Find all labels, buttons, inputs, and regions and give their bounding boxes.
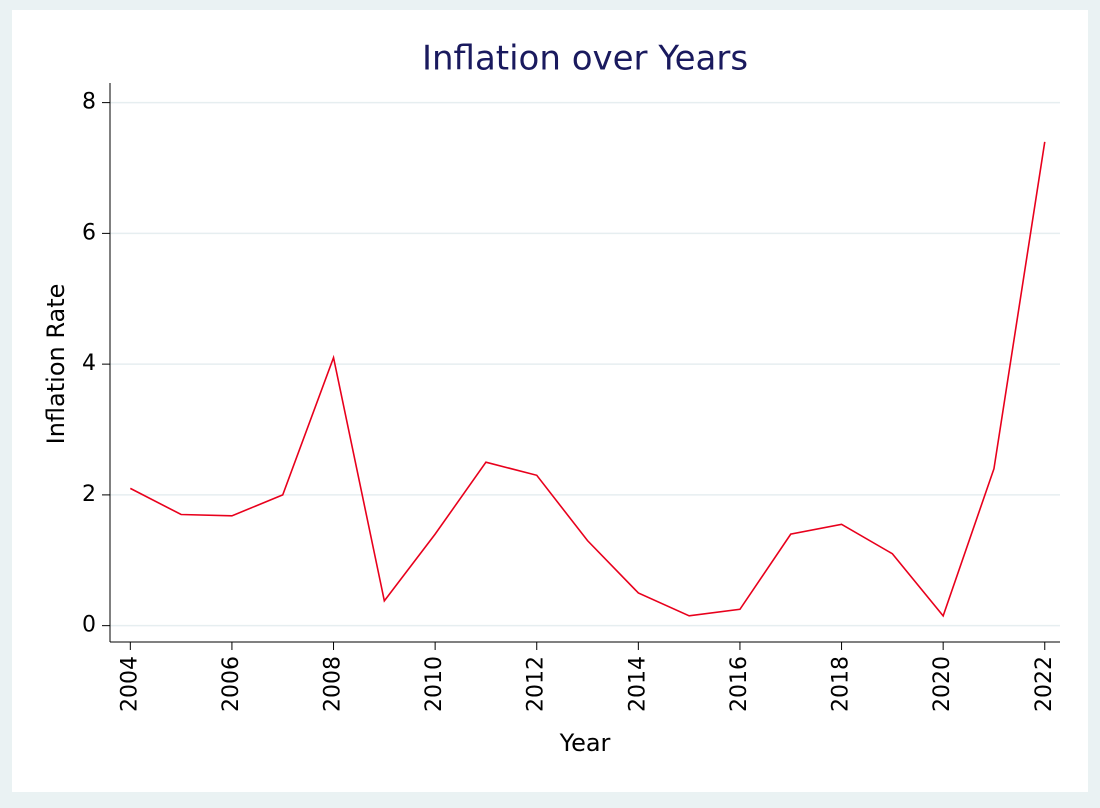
data-line <box>129 141 1046 618</box>
x-axis-title: Year <box>559 729 611 757</box>
chart-title: Inflation over Years <box>422 39 748 79</box>
y-tick-label: 2 <box>82 482 96 507</box>
x-tick-label: 2010 <box>422 656 447 712</box>
y-tick-label: 6 <box>82 220 96 245</box>
y-tick-label: 4 <box>82 351 96 376</box>
chart-panel <box>12 10 1088 792</box>
plot-area: 0 2 4 6 8 2004 2006 2008 2010 2012 2014 2016 2018 202… <box>82 83 1060 712</box>
x-tick-label: 2008 <box>321 656 346 712</box>
x-tick-label: 2020 <box>930 656 955 712</box>
x-tick-label: 2022 <box>1032 656 1057 712</box>
x-tick-label: 2012 <box>524 656 549 712</box>
x-tick-label: 2016 <box>727 656 752 712</box>
y-axis-title: Inflation Rate <box>42 284 70 445</box>
x-tick-label: 2014 <box>625 656 650 712</box>
x-tick-label: 2004 <box>117 656 142 712</box>
y-tick-label: 0 <box>82 613 96 638</box>
y-tick-label: 8 <box>82 90 96 115</box>
x-tick-label: 2018 <box>829 656 854 712</box>
x-tick-label: 2006 <box>219 656 244 712</box>
